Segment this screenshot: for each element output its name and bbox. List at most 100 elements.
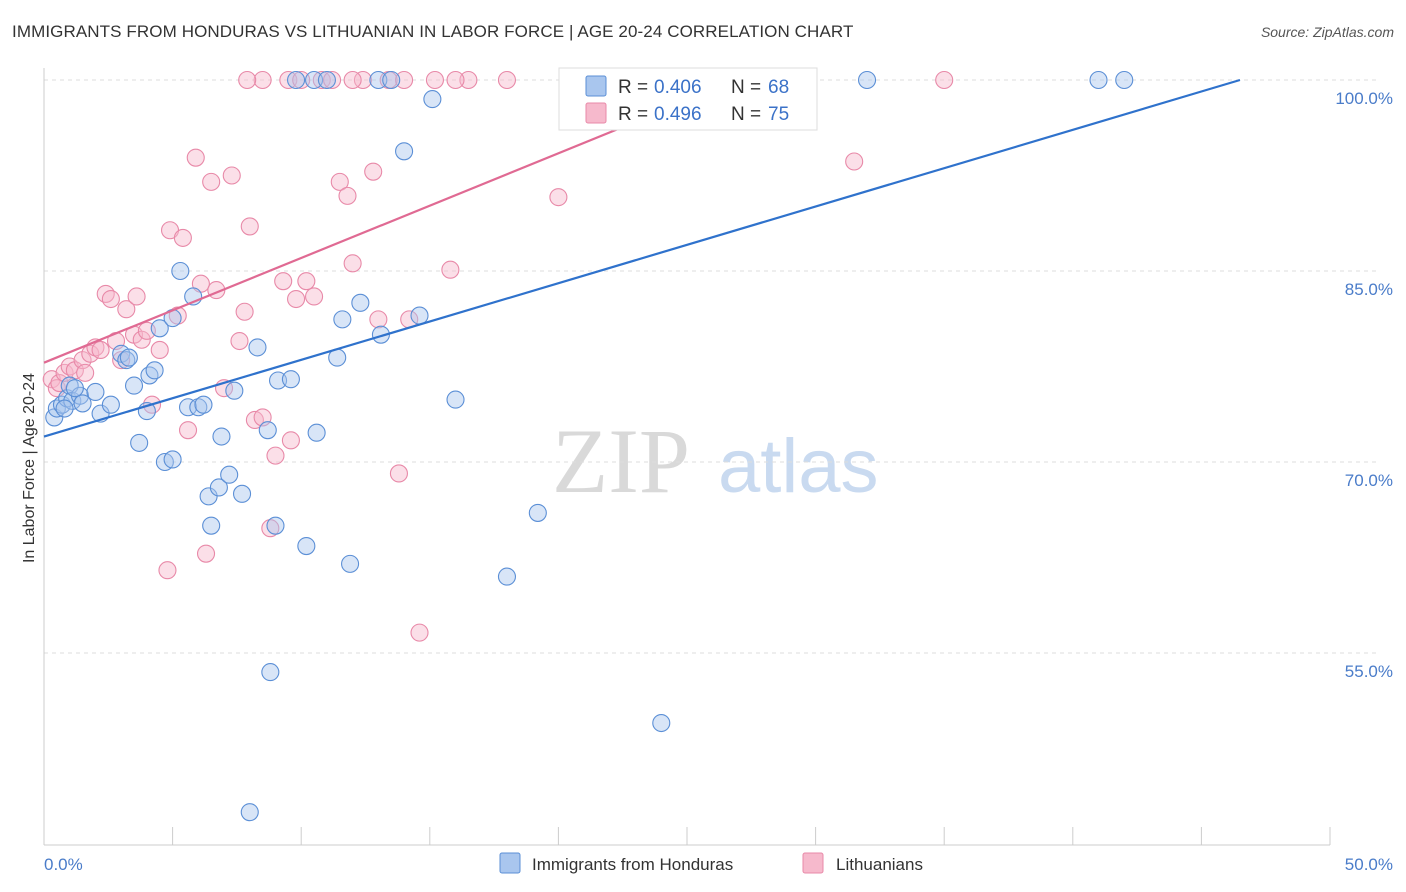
chart-title: IMMIGRANTS FROM HONDURAS VS LITHUANIAN I…: [12, 22, 854, 41]
lithuanian-point: [312, 70, 331, 90]
honduras-point: [209, 478, 228, 497]
chart-source: Source: ZipAtlas.com: [1260, 24, 1394, 40]
lithuanian-point: [410, 623, 429, 642]
legend-n-label-1: N =: [731, 77, 761, 98]
lithuanian-point: [178, 421, 198, 440]
lithuanian-point: [389, 464, 408, 483]
honduras-point: [130, 433, 149, 452]
watermark-atlas: atlas: [718, 424, 879, 509]
bottom-legend-swatch-lithuanians: [802, 852, 824, 874]
honduras-point: [317, 70, 336, 90]
honduras-point: [240, 803, 259, 822]
lithuanian-point: [441, 260, 460, 279]
lithuanian-point: [364, 162, 383, 181]
lithuanian-point: [127, 287, 146, 306]
lithuanian-point: [91, 340, 110, 359]
lithuanian-point: [338, 186, 357, 205]
lithuanian-point: [186, 148, 205, 167]
honduras-point: [220, 465, 239, 484]
watermark-zip: ZIP: [552, 410, 690, 512]
bottom-legend: Immigrants from Honduras Lithuanians: [499, 852, 923, 874]
honduras-point: [382, 70, 401, 90]
legend-box: R = 0.406 N = 68 R = 0.496 N = 75: [558, 67, 818, 131]
legend-n-value-2: 75: [768, 104, 789, 125]
honduras-point: [446, 390, 465, 409]
lithuanian-point: [297, 272, 316, 291]
lithuanian-point: [238, 70, 257, 90]
honduras-point: [369, 70, 388, 90]
lithuanians-points: [42, 70, 954, 642]
honduras-point: [55, 399, 74, 418]
lithuanian-point: [101, 289, 120, 309]
lithuanian-point: [76, 363, 95, 382]
legend-r-label-2: R =: [618, 104, 648, 125]
honduras-point: [163, 450, 182, 469]
lithuanian-point: [446, 70, 465, 90]
lithuanian-point: [343, 70, 362, 90]
honduras-point: [1115, 70, 1134, 90]
legend-n-value-1: 68: [768, 77, 789, 98]
lithuanian-point: [279, 70, 298, 90]
y-tick-label: 70.0%: [1345, 471, 1393, 490]
honduras-trend-line: [43, 78, 1241, 438]
honduras-point: [528, 503, 547, 522]
honduras-point: [199, 487, 218, 506]
y-tick-label: 85.0%: [1345, 280, 1393, 299]
honduras-point: [178, 398, 198, 417]
lithuanian-point: [459, 70, 478, 90]
honduras-point: [351, 293, 370, 312]
honduras-point: [333, 310, 352, 329]
lithuanian-point: [323, 70, 342, 90]
honduras-point: [307, 423, 326, 442]
bottom-legend-label-honduras: Immigrants from Honduras: [532, 855, 733, 874]
legend-r-value-2: 0.496: [654, 104, 702, 125]
lithuanian-point: [253, 70, 272, 90]
lithuanian-point: [173, 228, 192, 247]
lithuanian-point: [281, 431, 300, 450]
honduras-point: [281, 370, 300, 389]
y-axis-label: In Labor Force | Age 20-24: [21, 373, 38, 563]
lithuanian-point: [395, 70, 414, 90]
lithuanian-point: [230, 331, 249, 351]
honduras-point: [150, 319, 169, 338]
lithuanian-point: [96, 284, 115, 303]
y-tick-label: 100.0%: [1335, 89, 1393, 108]
lithuanian-point: [845, 152, 864, 171]
honduras-point: [1089, 70, 1108, 90]
honduras-point: [119, 348, 138, 367]
lithuanian-point: [935, 70, 954, 90]
legend-r-value-1: 0.406: [654, 77, 702, 98]
lithuanian-point: [369, 310, 388, 329]
honduras-point: [232, 484, 252, 503]
grid-lines: [44, 79, 1380, 654]
honduras-point: [65, 379, 84, 398]
lithuanian-point: [274, 272, 293, 291]
lithuanian-point: [158, 561, 177, 580]
lithuanian-point: [266, 446, 285, 465]
legend-r-label-1: R =: [618, 77, 648, 98]
lithuanian-point: [353, 70, 372, 90]
honduras-point: [258, 421, 277, 440]
honduras-point: [171, 261, 190, 281]
y-tick-label: 55.0%: [1345, 662, 1393, 681]
honduras-point: [305, 70, 324, 90]
lithuanian-point: [549, 188, 568, 207]
lithuanian-point: [150, 340, 169, 359]
lithuanian-point: [196, 544, 216, 563]
x-tick-label: 0.0%: [44, 855, 83, 874]
honduras-point: [248, 338, 267, 357]
honduras-point: [101, 395, 120, 414]
lithuanian-point: [132, 330, 151, 349]
lithuanian-point: [240, 217, 259, 236]
honduras-point: [652, 713, 671, 733]
lithuanian-point: [343, 254, 362, 273]
honduras-point: [287, 70, 306, 90]
honduras-point: [212, 427, 231, 446]
lithuanian-point: [330, 172, 349, 191]
lithuanian-point: [497, 70, 517, 90]
legend-n-label-2: N =: [731, 104, 761, 125]
honduras-point: [395, 142, 414, 161]
honduras-point: [266, 516, 285, 535]
honduras-point: [423, 90, 442, 109]
